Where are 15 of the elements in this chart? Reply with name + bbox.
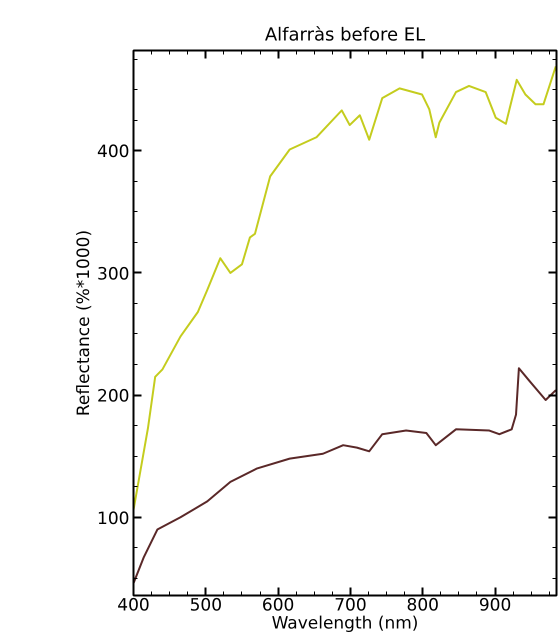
line-series	[134, 367, 556, 584]
x-tick-label: 700	[334, 596, 367, 616]
x-tick-label: 400	[117, 596, 150, 616]
y-axis-title: Reflectance (%*1000)	[74, 230, 94, 416]
x-tick-label: 500	[190, 596, 222, 616]
x-tick-label: 900	[478, 596, 512, 616]
chart-title: Alfarràs before EL	[264, 24, 426, 46]
y-tick-label: 400	[97, 142, 130, 162]
y-tick-label: 200	[97, 386, 130, 407]
y-tick-label: 100	[97, 508, 130, 529]
x-axis-title: Wavelength (nm)	[272, 614, 418, 634]
x-tick-label: 600	[262, 596, 294, 616]
x-tick-label: 800	[406, 596, 439, 616]
y-tick-label: 300	[97, 264, 130, 284]
line-series	[134, 65, 556, 511]
